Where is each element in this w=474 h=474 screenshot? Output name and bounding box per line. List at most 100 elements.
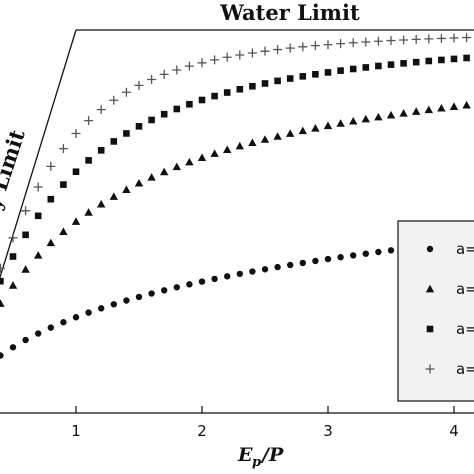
data-point-circle — [110, 301, 118, 308]
data-point-triangle — [84, 208, 93, 216]
data-point-circle — [312, 257, 319, 265]
data-point-circle — [287, 261, 294, 269]
data-point-square — [97, 147, 105, 154]
data-point-square — [173, 105, 181, 113]
data-point-square — [223, 89, 231, 96]
data-point-plus — [285, 43, 295, 53]
data-point-plus — [8, 233, 18, 243]
data-point-plus — [260, 46, 270, 56]
data-point-plus — [399, 35, 409, 45]
data-point-square — [261, 80, 269, 87]
x-axis-label-main: E — [237, 444, 253, 466]
data-point-circle — [22, 336, 29, 344]
data-point-circle — [274, 263, 281, 271]
data-point-circle — [236, 270, 243, 278]
data-point-triangle — [147, 173, 156, 181]
data-point-plus — [323, 40, 333, 50]
data-point-plus — [298, 42, 308, 52]
data-point-square — [72, 168, 80, 176]
x-tick-label-2: 2 — [197, 422, 207, 440]
data-point-triangle — [172, 162, 181, 171]
data-point-circle — [324, 255, 332, 263]
data-point-plus — [184, 61, 194, 71]
data-point-triangle — [8, 281, 18, 289]
data-point-circle — [337, 254, 344, 261]
data-point-square — [400, 60, 407, 67]
data-point-square — [0, 277, 4, 285]
x-axis-label-sub: p — [252, 455, 261, 470]
data-point-triangle — [449, 102, 459, 110]
data-point-triangle — [122, 185, 131, 193]
series-3-square — [0, 54, 470, 285]
data-point-circle — [135, 293, 143, 301]
data-point-circle — [98, 305, 105, 312]
legend-label-1: a= — [456, 240, 474, 258]
data-point-circle — [9, 344, 17, 351]
data-point-square — [34, 212, 42, 220]
data-point-plus — [462, 33, 472, 43]
legend-label-4: a= — [456, 360, 474, 378]
data-point-plus — [96, 105, 106, 115]
data-point-circle — [362, 250, 369, 257]
data-point-triangle — [223, 145, 232, 154]
legend-marker-square — [426, 325, 434, 333]
data-point-triangle — [424, 105, 433, 114]
data-point-circle — [350, 252, 357, 259]
data-point-square — [324, 69, 332, 76]
data-point-triangle — [59, 227, 68, 235]
data-point-plus — [172, 65, 182, 75]
data-point-square — [438, 56, 445, 64]
data-point-plus — [33, 182, 43, 192]
data-point-plus — [222, 52, 232, 62]
data-point-triangle — [361, 114, 370, 123]
data-point-circle — [85, 309, 92, 316]
series-4-plus — [0, 33, 472, 273]
data-point-square — [60, 181, 67, 188]
data-point-triangle — [160, 167, 169, 176]
data-point-triangle — [0, 299, 5, 307]
data-point-square — [375, 62, 382, 70]
data-point-circle — [249, 268, 256, 275]
data-point-triangle — [134, 179, 144, 187]
data-point-plus — [21, 206, 31, 216]
data-point-plus — [273, 45, 283, 55]
data-point-triangle — [109, 192, 118, 200]
data-point-plus — [449, 33, 459, 43]
data-point-triangle — [298, 126, 307, 135]
data-point-triangle — [273, 132, 282, 140]
data-point-plus — [424, 34, 434, 44]
legend-marker-circle — [426, 245, 434, 253]
x-tick-label-3: 3 — [323, 422, 333, 440]
data-point-triangle — [34, 251, 43, 259]
data-point-plus — [310, 41, 320, 51]
data-point-triangle — [21, 265, 30, 273]
data-point-triangle — [437, 103, 446, 112]
energy-limit-line — [0, 29, 77, 280]
data-point-square — [123, 130, 130, 137]
data-series — [0, 33, 472, 359]
data-point-triangle — [46, 238, 55, 247]
data-point-triangle — [399, 109, 408, 117]
x-axis-label: E p /P — [237, 444, 284, 470]
legend-label-3: a= — [456, 320, 474, 338]
data-point-plus — [247, 48, 257, 58]
data-point-triangle — [71, 217, 81, 225]
data-point-square — [135, 123, 143, 130]
legend-box: a= a= a= a= — [397, 220, 474, 402]
data-point-triangle — [323, 121, 333, 130]
data-point-circle — [261, 266, 269, 273]
data-point-triangle — [260, 135, 270, 143]
data-point-circle — [72, 314, 80, 321]
data-point-circle — [161, 287, 168, 294]
data-point-plus — [348, 38, 358, 48]
data-point-square — [148, 116, 155, 124]
series-1-circle — [0, 238, 470, 359]
data-point-plus — [336, 39, 346, 49]
x-ticks: 1 2 3 4 — [71, 406, 459, 440]
data-point-square — [362, 64, 370, 71]
data-point-plus — [436, 33, 446, 43]
x-tick-label-1: 1 — [71, 422, 81, 440]
data-point-plus — [386, 36, 396, 46]
data-point-plus — [235, 50, 245, 60]
